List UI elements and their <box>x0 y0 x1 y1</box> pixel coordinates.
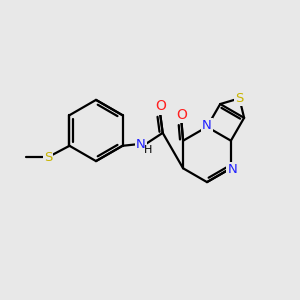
Text: N: N <box>202 119 212 132</box>
Text: O: O <box>155 100 166 113</box>
Text: N: N <box>136 138 146 151</box>
Text: N: N <box>227 163 237 176</box>
Text: S: S <box>235 92 244 105</box>
Text: S: S <box>44 151 52 164</box>
Text: O: O <box>176 108 187 122</box>
Text: H: H <box>143 145 152 155</box>
